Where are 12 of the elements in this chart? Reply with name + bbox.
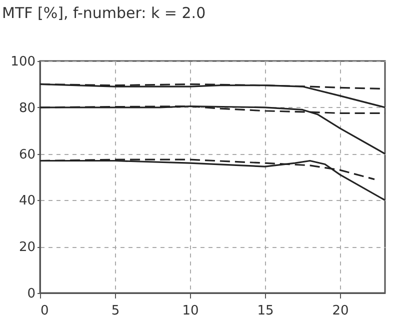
y-tick-label: 20 [18, 240, 36, 256]
x-tick-label: 5 [111, 304, 120, 318]
x-tick-label: 15 [257, 304, 274, 318]
x-tick-label: 20 [332, 304, 349, 318]
x-tick-label: 10 [182, 304, 199, 318]
chart-title: MTF [%], f-number: k = 2.0 [2, 4, 206, 22]
y-tick-label: 0 [27, 286, 36, 302]
x-tick-label: 0 [40, 304, 49, 318]
y-tick-label: 80 [18, 100, 36, 116]
y-tick-label: 40 [18, 194, 36, 209]
y-tick-label: 100 [10, 54, 36, 70]
y-tick-label: 60 [18, 147, 36, 162]
